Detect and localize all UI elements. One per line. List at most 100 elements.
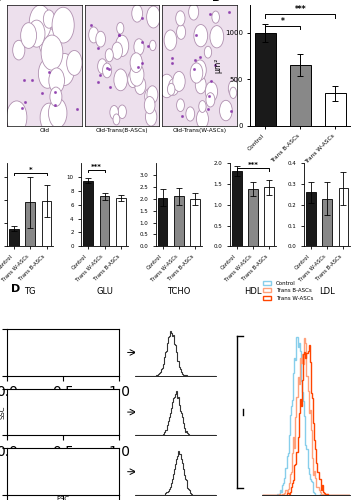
Point — [68, 465, 74, 473]
Point — [56, 473, 62, 481]
Point — [38, 411, 43, 419]
Point — [77, 460, 83, 468]
Point — [69, 478, 75, 486]
Point — [68, 356, 74, 364]
Point — [57, 404, 63, 412]
Point — [48, 457, 54, 465]
Point — [77, 336, 83, 344]
Point — [78, 406, 84, 414]
Point — [24, 422, 29, 430]
Point — [23, 418, 29, 426]
Point — [21, 361, 27, 369]
Point — [56, 402, 62, 409]
Point — [65, 458, 70, 466]
Point — [42, 359, 48, 367]
Point — [34, 482, 40, 490]
Point — [76, 466, 82, 474]
Point — [72, 454, 78, 462]
Point — [29, 364, 34, 372]
Point — [65, 472, 71, 480]
Point — [56, 417, 61, 425]
Point — [78, 468, 84, 475]
Point — [92, 458, 97, 466]
Point — [62, 466, 67, 474]
Point — [84, 399, 90, 407]
Point — [22, 362, 28, 370]
Point — [59, 348, 65, 356]
Point — [60, 395, 65, 403]
Point — [49, 346, 55, 354]
Point — [92, 474, 97, 482]
Point — [69, 342, 74, 350]
Point — [62, 344, 68, 352]
Point — [35, 419, 41, 427]
Point — [35, 460, 41, 468]
Point — [71, 474, 77, 482]
Point — [74, 474, 80, 482]
Point — [41, 419, 46, 427]
Point — [74, 396, 80, 404]
Point — [21, 421, 27, 429]
Point — [41, 362, 46, 370]
Point — [27, 481, 33, 489]
Point — [58, 399, 64, 407]
Point — [30, 364, 36, 372]
Point — [24, 362, 30, 370]
Point — [21, 421, 27, 429]
Point — [39, 361, 44, 369]
Point — [56, 470, 62, 478]
Circle shape — [219, 100, 232, 121]
Point — [72, 352, 77, 360]
Point — [35, 362, 41, 370]
Point — [18, 425, 24, 433]
Point — [67, 402, 72, 409]
Point — [49, 345, 55, 353]
Point — [69, 403, 75, 411]
Point — [63, 460, 68, 468]
Point — [29, 422, 34, 430]
Point — [47, 472, 53, 480]
Point — [90, 340, 96, 348]
Point — [46, 399, 51, 407]
Point — [27, 480, 32, 488]
Point — [73, 404, 79, 412]
Point — [68, 467, 74, 475]
Point — [75, 486, 81, 494]
Bar — [325, 93, 346, 126]
Point — [78, 471, 84, 479]
Point — [69, 336, 75, 344]
Point — [37, 481, 43, 489]
Point — [60, 404, 65, 412]
Point — [59, 462, 65, 469]
Point — [22, 420, 27, 428]
Point — [38, 452, 44, 460]
Point — [72, 471, 78, 479]
Point — [38, 484, 44, 492]
Point — [76, 339, 82, 347]
Point — [41, 344, 47, 351]
Point — [28, 481, 34, 489]
Point — [47, 398, 53, 406]
Point — [30, 359, 35, 367]
Point — [47, 344, 53, 352]
Point — [25, 365, 30, 373]
Point — [84, 344, 90, 352]
Point — [29, 484, 35, 492]
Point — [87, 345, 93, 353]
Point — [26, 363, 32, 371]
Point — [20, 359, 25, 367]
Point — [81, 476, 86, 484]
Point — [73, 463, 79, 471]
Point — [63, 463, 69, 471]
Point — [18, 360, 24, 368]
Point — [39, 366, 45, 374]
Point — [65, 404, 71, 411]
Point — [78, 458, 83, 466]
Point — [82, 341, 88, 349]
Point — [70, 473, 76, 481]
Point — [16, 482, 22, 490]
Point — [59, 417, 65, 425]
Point — [82, 478, 87, 486]
Point — [26, 417, 32, 425]
Point — [30, 478, 35, 486]
